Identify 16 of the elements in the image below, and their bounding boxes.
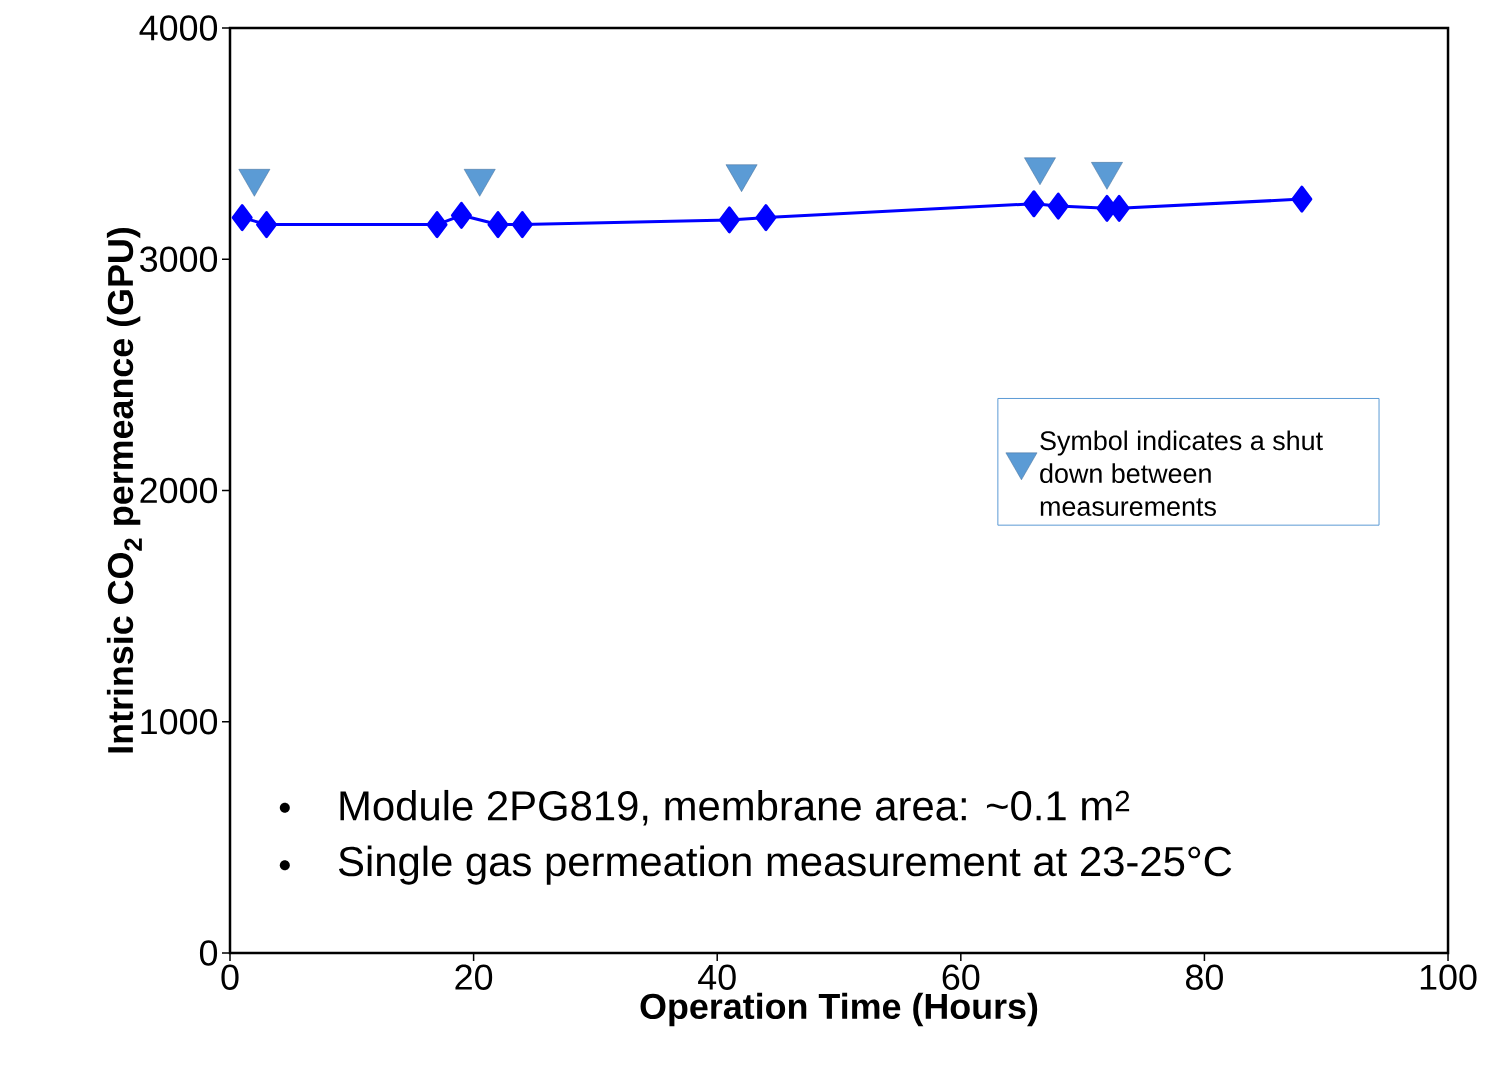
annotation: Module 2PG819, membrane area: ~0.1 m$^{2}$ <box>340 789 1130 826</box>
y-tick-label: 3000 <box>140 246 218 272</box>
y-tick-label: 2000 <box>140 477 218 504</box>
x-axis-title: Operation Time (Hours) <box>640 992 1038 1027</box>
y-axis-title: Intrinsic CO$_{2}$ permeance (GPU) <box>106 228 142 753</box>
x-tick-label: 40 <box>698 964 736 990</box>
x-tick-label: 20 <box>455 964 493 990</box>
x-tick-label: 0 <box>221 964 239 990</box>
y-tick-label: 4000 <box>139 15 218 41</box>
legend-label: Symbol indicates a shut down between measurements <box>1040 430 1323 516</box>
y-tick-label: 0 <box>199 940 218 966</box>
x-tick-label: 80 <box>1186 964 1223 990</box>
y-tick-label: 1000 <box>141 709 218 735</box>
x-tick-label: 100 <box>1420 964 1477 990</box>
annotation: Single gas permeation measurement at 23-25°C <box>338 845 1232 885</box>
x-tick-label: 60 <box>942 964 980 990</box>
